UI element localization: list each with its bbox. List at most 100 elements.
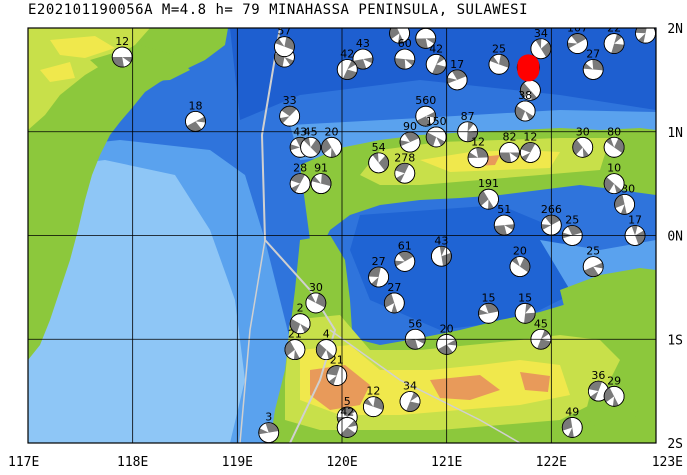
event-depth-label: 34: [534, 27, 548, 40]
event-depth-label: 12: [523, 131, 537, 144]
event-depth-label: 18: [188, 99, 202, 112]
event-depth-label: 12: [366, 385, 380, 398]
focal-mechanism: 25: [582, 245, 604, 278]
lat-lon-grid: [28, 28, 656, 443]
focal-mechanism: 30: [305, 281, 327, 314]
focal-mechanism: 20: [321, 125, 342, 158]
focal-mechanism: 61: [394, 239, 416, 272]
focal-mechanism: 12: [520, 131, 541, 163]
event-depth-label: 60: [398, 37, 412, 50]
focal-mechanism: 43: [431, 234, 452, 267]
event-depth-label: 17: [628, 214, 642, 227]
focal-mechanism: 25: [488, 42, 510, 75]
focal-mechanism: 42: [336, 48, 358, 80]
lon-tick-label: 118E: [117, 455, 148, 470]
event-depth-label: 35: [419, 16, 433, 29]
map-title: E202101190056A M=4.8 h= 79 MINAHASSA PEN…: [28, 2, 529, 18]
event-depth-label: 61: [398, 239, 412, 252]
focal-mechanism: 27: [368, 255, 390, 288]
event-depth-label: 25: [492, 42, 506, 55]
focal-mechanism: 51: [493, 203, 515, 236]
event-depth-label: 38: [518, 89, 532, 102]
focal-mechanism: 33: [279, 94, 301, 127]
focal-mechanism: 12: [111, 35, 133, 68]
focal-mechanism: 20: [509, 245, 531, 278]
plate-boundary-2: [239, 239, 266, 443]
focal-mechanism: 38: [514, 89, 536, 122]
event-depth-label: 42: [340, 405, 354, 418]
target-event: [516, 54, 540, 82]
event-depth-label: 20: [513, 245, 527, 258]
event-depth-label: 27: [586, 48, 600, 61]
event-depth-label: 49: [565, 405, 579, 418]
event-depth-label: 12: [471, 136, 485, 149]
focal-mechanism: 191: [478, 177, 499, 210]
event-depth-label: 5: [344, 395, 351, 408]
lon-tick-label: 119E: [222, 455, 253, 470]
focal-mechanism: 560: [415, 94, 436, 127]
focal-mechanism: 90: [399, 120, 421, 153]
event-depth-label: 278: [394, 151, 415, 164]
event-depth-label: 42: [429, 42, 443, 55]
event-depth-label: 17: [639, 11, 653, 24]
plate-boundary-3: [329, 329, 521, 443]
event-depth-label: 3: [265, 411, 272, 424]
event-depth-label: 17: [450, 58, 464, 71]
event-depth-label: 90: [403, 120, 417, 133]
focal-mechanism: 42: [425, 42, 447, 75]
land-east-arm: [560, 268, 656, 330]
focal-mechanism: 45: [530, 317, 552, 350]
lat-tick-label: 1N: [667, 126, 683, 141]
focal-mechanism: 56: [404, 317, 426, 350]
focal-mechanism: 3: [258, 411, 280, 443]
focal-mechanism: 42: [336, 405, 358, 438]
focal-mechanism: 45: [300, 125, 322, 158]
event-depth-label: 25: [565, 214, 579, 227]
event-depth-label: 27: [387, 281, 401, 294]
focal-mechanism: 25: [561, 214, 583, 246]
focal-mechanism: 12: [467, 136, 489, 169]
focal-mechanism: 34: [399, 380, 421, 412]
ocean-shallow-west: [28, 160, 245, 443]
focal-mechanism: 107: [567, 22, 588, 54]
focal-mechanism: 17: [635, 11, 656, 44]
focal-mechanism: 57: [274, 25, 295, 58]
focal-mechanism: 29: [603, 374, 625, 407]
focal-mechanism: 49: [561, 405, 583, 438]
event-depth-label: 30: [309, 281, 323, 294]
lat-tick-label: 0N: [667, 230, 683, 245]
focal-mechanism: 28: [289, 162, 311, 195]
focal-mechanism: 278: [394, 151, 415, 184]
ocean-basin-bay: [350, 205, 580, 330]
event-depth-label: 36: [591, 369, 605, 382]
focal-mechanism: 10: [603, 162, 625, 195]
event-depth-label: 87: [461, 110, 475, 123]
event-depth-label: 107: [567, 22, 588, 35]
event-depth-label: 91: [314, 162, 328, 175]
axis-labels: 117E 118E 119E 120E 121E 122E 123E 2N 1N 0N 1S 2S: [8, 22, 683, 470]
event-depth-label: 42: [340, 48, 354, 61]
focal-mechanism: 65: [389, 28, 410, 44]
land-borneo: [28, 28, 228, 360]
lon-tick-label: 121E: [431, 455, 462, 470]
event-depth-label: 56: [408, 317, 422, 330]
plate-boundary: [260, 28, 337, 443]
lon-tick-label: 122E: [536, 455, 567, 470]
event-depth-label: 27: [372, 255, 386, 268]
focal-mechanism: 4: [315, 328, 337, 361]
event-depth-label: 34: [403, 380, 417, 393]
event-depth-label: 57: [277, 25, 291, 38]
event-depth-label: 29: [607, 374, 621, 387]
event-depth-label: 10: [607, 162, 621, 175]
lon-tick-label: 123E: [652, 455, 683, 470]
target-beachball-fill: [517, 54, 540, 82]
event-depth-label: 12: [115, 35, 129, 48]
focal-mechanism: 34: [530, 27, 552, 60]
focal-mechanism: 15: [514, 291, 536, 324]
focal-mechanism: 15: [478, 291, 499, 324]
lat-tick-label: 1S: [667, 333, 683, 348]
event-depth-label: 43: [356, 37, 370, 50]
focal-mechanism: 12: [362, 385, 384, 418]
map-frame: [27, 27, 657, 444]
focal-mechanism: 150: [426, 115, 447, 148]
